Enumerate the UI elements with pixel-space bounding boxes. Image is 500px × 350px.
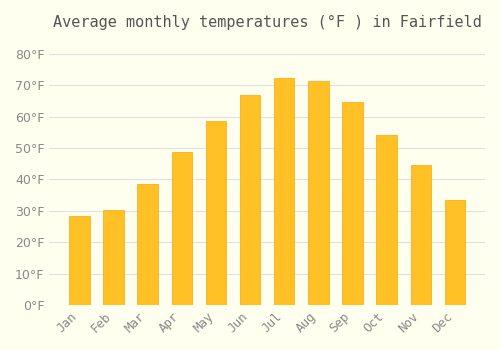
- Bar: [308, 82, 328, 305]
- Bar: [69, 216, 89, 305]
- Bar: [376, 135, 397, 305]
- Bar: [342, 102, 363, 305]
- Bar: [172, 152, 192, 305]
- Bar: [104, 210, 124, 305]
- Title: Average monthly temperatures (°F ) in Fairfield: Average monthly temperatures (°F ) in Fa…: [52, 15, 482, 30]
- Bar: [138, 183, 158, 305]
- Bar: [240, 94, 260, 305]
- Bar: [444, 201, 465, 305]
- Bar: [274, 78, 294, 305]
- Bar: [410, 165, 431, 305]
- Bar: [206, 121, 226, 305]
